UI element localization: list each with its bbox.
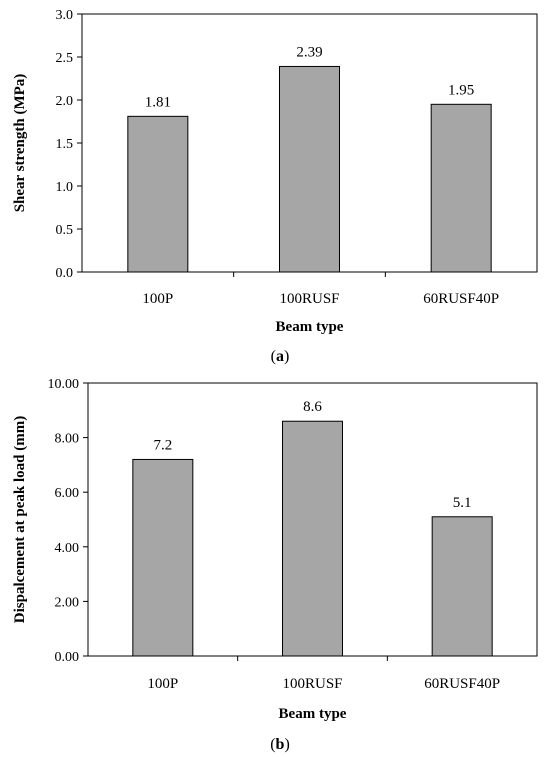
y-tick-label: 1.0 bbox=[56, 180, 74, 195]
x-tick-label: 100RUSF bbox=[282, 676, 342, 692]
x-tick-label: 100P bbox=[147, 676, 178, 692]
y-tick-label: 0.5 bbox=[56, 223, 74, 238]
panel-a-caption: (a) bbox=[271, 348, 290, 365]
y-tick-label: 0.0 bbox=[56, 266, 74, 281]
x-tick-label: 100P bbox=[142, 291, 173, 307]
y-axis-title: Shear strength (MPa) bbox=[12, 74, 28, 213]
data-label: 8.6 bbox=[303, 399, 322, 415]
y-tick-label: 3.0 bbox=[56, 8, 74, 23]
y-tick-label: 0.00 bbox=[55, 650, 80, 665]
chart-panel-a: 0.0 0.5 1.0 1.5 2.0 2.5 3.0 1.81 100P 2.39 100RUSF… bbox=[12, 8, 538, 335]
data-label: 1.95 bbox=[448, 82, 474, 98]
y-tick-label: 8.00 bbox=[55, 432, 80, 447]
x-axis-title: Beam type bbox=[279, 706, 347, 722]
bar bbox=[132, 458, 194, 657]
y-axis-title: Dispalcement at peak load (mm) bbox=[12, 416, 28, 623]
y-tick-label: 2.0 bbox=[56, 94, 74, 109]
x-axis-title: Beam type bbox=[276, 319, 344, 335]
panel-b-caption: (b) bbox=[270, 736, 290, 753]
x-tick-label: 60RUSF40P bbox=[424, 676, 500, 692]
data-label: 7.2 bbox=[153, 437, 172, 453]
bar bbox=[127, 115, 189, 273]
y-tick-label: 6.00 bbox=[55, 486, 80, 501]
bar bbox=[279, 65, 340, 273]
y-tick-label: 4.00 bbox=[55, 541, 80, 556]
data-label: 1.81 bbox=[145, 94, 171, 110]
bar bbox=[431, 516, 493, 657]
x-tick-label: 100RUSF bbox=[279, 291, 339, 307]
bar bbox=[430, 103, 492, 273]
y-tick-label: 1.5 bbox=[56, 137, 74, 152]
data-label: 5.1 bbox=[453, 495, 472, 511]
data-label: 2.39 bbox=[296, 44, 322, 60]
chart-panel-b: 0.00 2.00 4.00 6.00 8.00 10.00 7.2 100P 8.6 100RU… bbox=[12, 377, 538, 722]
y-tick-label: 2.00 bbox=[55, 595, 80, 610]
y-tick-label: 2.5 bbox=[56, 51, 74, 66]
y-tick-label: 10.00 bbox=[48, 377, 80, 392]
bar bbox=[282, 420, 343, 657]
x-tick-label: 60RUSF40P bbox=[423, 291, 499, 307]
